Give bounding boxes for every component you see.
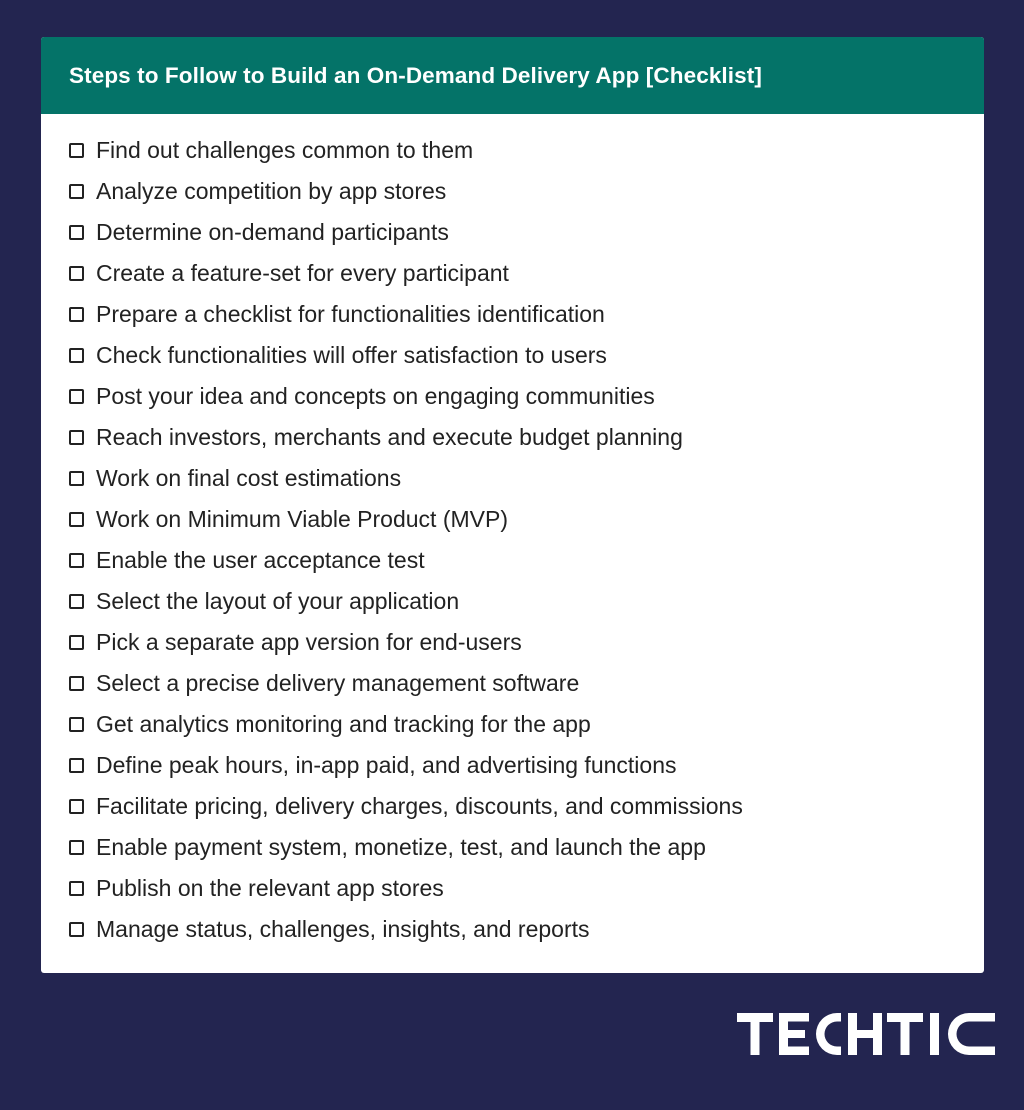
checkbox[interactable] bbox=[69, 635, 84, 650]
checkbox[interactable] bbox=[69, 266, 84, 281]
checklist-item: Get analytics monitoring and tracking fo… bbox=[69, 704, 743, 745]
techtic-logo bbox=[737, 1013, 995, 1055]
page-title: Steps to Follow to Build an On-Demand De… bbox=[69, 62, 762, 88]
checkbox[interactable] bbox=[69, 676, 84, 691]
checklist-item: Determine on-demand participants bbox=[69, 212, 743, 253]
checklist-item: Create a feature-set for every participa… bbox=[69, 253, 743, 294]
checkbox[interactable] bbox=[69, 799, 84, 814]
checkbox[interactable] bbox=[69, 717, 84, 732]
checklist-item: Manage status, challenges, insights, and… bbox=[69, 909, 743, 950]
checkbox[interactable] bbox=[69, 512, 84, 527]
checklist-item-label: Facilitate pricing, delivery charges, di… bbox=[96, 793, 743, 819]
checkbox[interactable] bbox=[69, 594, 84, 609]
checkbox[interactable] bbox=[69, 840, 84, 855]
checklist-item: Work on Minimum Viable Product (MVP) bbox=[69, 499, 743, 540]
checklist-item-label: Enable the user acceptance test bbox=[96, 547, 425, 573]
checkbox[interactable] bbox=[69, 471, 84, 486]
checkbox[interactable] bbox=[69, 307, 84, 322]
checkbox[interactable] bbox=[69, 758, 84, 773]
checklist-item: Enable payment system, monetize, test, a… bbox=[69, 827, 743, 868]
checklist-item-label: Work on Minimum Viable Product (MVP) bbox=[96, 506, 509, 532]
checklist: Find out challenges common to them Analyz… bbox=[69, 130, 743, 950]
checklist-item: Select the layout of your application bbox=[69, 581, 743, 622]
checklist-item-label: Prepare a checklist for functionalities … bbox=[96, 301, 605, 327]
checklist-item-label: Get analytics monitoring and tracking fo… bbox=[96, 711, 591, 737]
checkbox[interactable] bbox=[69, 389, 84, 404]
checklist-item: Publish on the relevant app stores bbox=[69, 868, 743, 909]
checklist-item-label: Select the layout of your application bbox=[96, 588, 460, 614]
checklist-item-label: Manage status, challenges, insights, and… bbox=[96, 916, 590, 942]
checklist-item: Reach investors, merchants and execute b… bbox=[69, 417, 743, 458]
checkbox[interactable] bbox=[69, 184, 84, 199]
checklist-card: Steps to Follow to Build an On-Demand De… bbox=[41, 37, 984, 973]
checklist-item: Post your idea and concepts on engaging … bbox=[69, 376, 743, 417]
checkbox[interactable] bbox=[69, 430, 84, 445]
checklist-item: Enable the user acceptance test bbox=[69, 540, 743, 581]
checklist-item-label: Select a precise delivery management sof… bbox=[96, 670, 580, 696]
checklist-item: Work on final cost estimations bbox=[69, 458, 743, 499]
checklist-item-label: Analyze competition by app stores bbox=[96, 178, 447, 204]
checklist-item-label: Work on final cost estimations bbox=[96, 465, 402, 491]
checklist-item-label: Pick a separate app version for end-user… bbox=[96, 629, 522, 655]
checkbox[interactable] bbox=[69, 922, 84, 937]
checklist-item: Pick a separate app version for end-user… bbox=[69, 622, 743, 663]
checklist-item: Analyze competition by app stores bbox=[69, 171, 743, 212]
checklist-item-label: Post your idea and concepts on engaging … bbox=[96, 383, 655, 409]
checklist-item-label: Determine on-demand participants bbox=[96, 219, 449, 245]
checklist-item-label: Create a feature-set for every participa… bbox=[96, 260, 509, 286]
checklist-item-label: Find out challenges common to them bbox=[96, 137, 474, 163]
checklist-item: Select a precise delivery management sof… bbox=[69, 663, 743, 704]
checklist-item-label: Check functionalities will offer satisfa… bbox=[96, 342, 607, 368]
checkbox[interactable] bbox=[69, 348, 84, 363]
checklist-item-label: Enable payment system, monetize, test, a… bbox=[96, 834, 706, 860]
checklist-item: Define peak hours, in-app paid, and adve… bbox=[69, 745, 743, 786]
card-header: Steps to Follow to Build an On-Demand De… bbox=[41, 37, 984, 114]
checkbox[interactable] bbox=[69, 881, 84, 896]
checkbox[interactable] bbox=[69, 143, 84, 158]
checklist-item: Prepare a checklist for functionalities … bbox=[69, 294, 743, 335]
checklist-item-label: Publish on the relevant app stores bbox=[96, 875, 444, 901]
checklist-item: Facilitate pricing, delivery charges, di… bbox=[69, 786, 743, 827]
checklist-item: Find out challenges common to them bbox=[69, 130, 743, 171]
checkbox[interactable] bbox=[69, 553, 84, 568]
checklist-item-label: Define peak hours, in-app paid, and adve… bbox=[96, 752, 677, 778]
checklist-item: Check functionalities will offer satisfa… bbox=[69, 335, 743, 376]
checklist-item-label: Reach investors, merchants and execute b… bbox=[96, 424, 683, 450]
checkbox[interactable] bbox=[69, 225, 84, 240]
